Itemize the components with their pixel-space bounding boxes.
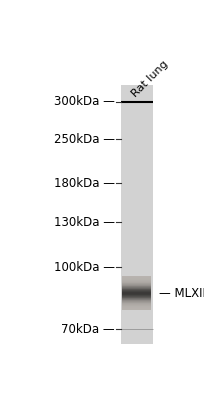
- Text: 100kDa —: 100kDa —: [53, 261, 114, 274]
- Text: 300kDa —: 300kDa —: [53, 95, 114, 108]
- Bar: [122, 302, 151, 303]
- Bar: [122, 304, 151, 305]
- Bar: [122, 291, 151, 292]
- Bar: [122, 284, 151, 285]
- Bar: [122, 295, 151, 296]
- Bar: [122, 277, 151, 278]
- Text: 250kDa —: 250kDa —: [53, 133, 114, 146]
- Bar: [122, 289, 151, 290]
- Bar: [122, 290, 151, 291]
- Bar: [122, 285, 151, 286]
- Bar: [122, 307, 151, 308]
- Bar: [122, 280, 151, 281]
- Bar: [122, 286, 151, 287]
- Bar: [122, 293, 151, 294]
- Bar: [122, 309, 151, 310]
- Bar: [122, 279, 151, 280]
- Bar: [122, 282, 151, 283]
- Bar: [122, 281, 151, 282]
- Bar: [122, 276, 151, 277]
- Bar: [122, 287, 151, 288]
- Text: 180kDa —: 180kDa —: [53, 177, 114, 190]
- Bar: [122, 292, 151, 293]
- Bar: [122, 278, 151, 279]
- Bar: [122, 308, 151, 309]
- Bar: [122, 301, 151, 302]
- Bar: [122, 298, 151, 299]
- Bar: [122, 309, 151, 310]
- Bar: [122, 288, 151, 289]
- Text: 130kDa —: 130kDa —: [53, 216, 114, 228]
- Bar: [122, 296, 151, 297]
- Bar: [122, 305, 151, 306]
- Bar: [122, 283, 151, 284]
- Bar: [122, 289, 151, 290]
- Bar: [122, 303, 151, 304]
- Bar: [120, 85, 152, 344]
- Bar: [122, 306, 151, 307]
- Bar: [122, 297, 151, 298]
- Bar: [122, 282, 151, 283]
- Text: — MLXIP: — MLXIP: [158, 287, 204, 300]
- Bar: [122, 302, 151, 303]
- Bar: [122, 299, 151, 300]
- Text: 70kDa —: 70kDa —: [61, 323, 114, 336]
- Bar: [122, 300, 151, 301]
- Text: Rat lung: Rat lung: [129, 58, 169, 99]
- Bar: [122, 294, 151, 295]
